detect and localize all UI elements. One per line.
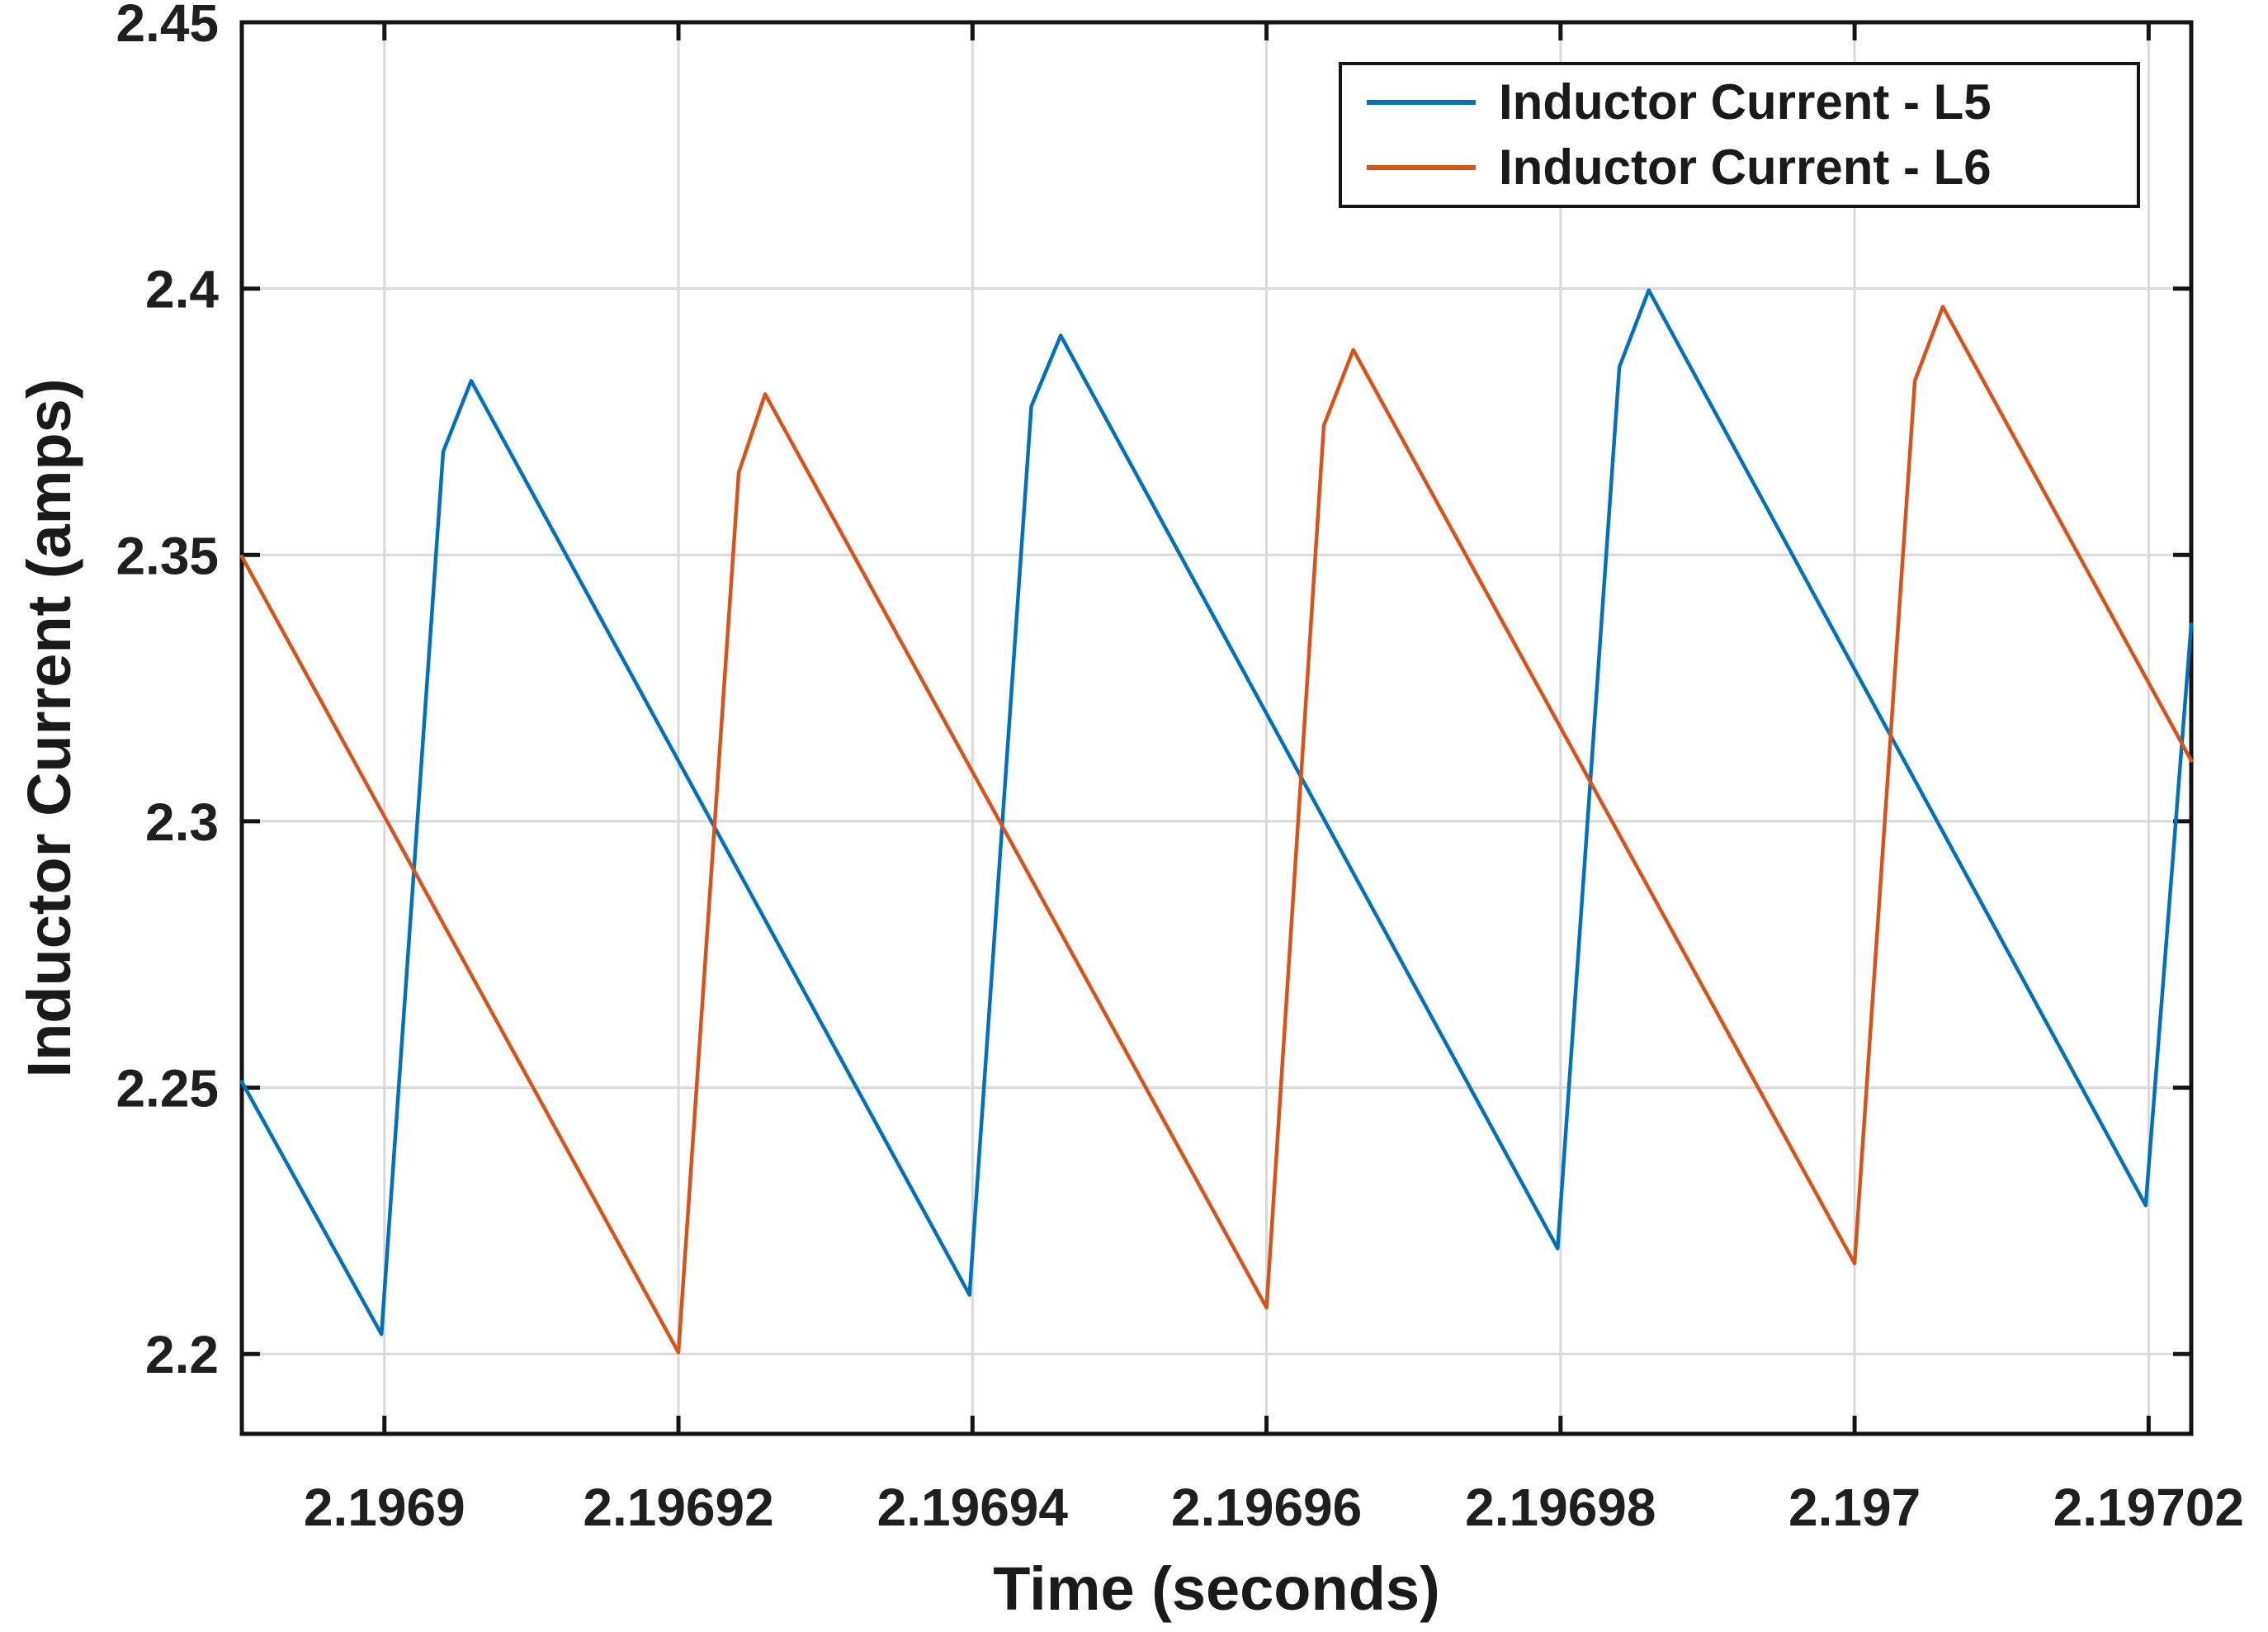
x-tick-label: 2.19694 (877, 1478, 1069, 1537)
legend-line-sample-l6 (1367, 164, 1476, 170)
y-tick-label: 2.45 (116, 0, 219, 53)
axes-box (239, 20, 2194, 1436)
y-tick-label: 2.35 (116, 526, 219, 585)
series-line-l5 (239, 288, 2194, 1336)
y-tick-label: 2.3 (145, 792, 219, 852)
tick-label-layer: 2.1969 2.19692 2.19694 2.19696 2.19698 2.197 2… (116, 0, 2244, 1537)
series-line-l6 (239, 305, 2194, 1355)
x-axis-label: Time (seconds) (993, 1554, 1439, 1623)
legend-label-l6: Inductor Current - L6 (1499, 139, 1992, 195)
x-tick-label: 2.19698 (1465, 1478, 1656, 1537)
y-axis-label: Inductor Current (amps) (15, 379, 83, 1078)
legend-entry-l6: Inductor Current - L6 (1342, 139, 2137, 195)
legend: Inductor Current - L5 Inductor Current -… (1339, 62, 2140, 208)
x-tick-label: 2.19696 (1171, 1478, 1362, 1537)
axis-layer (239, 20, 2194, 1436)
y-tick-label: 2.4 (145, 260, 219, 319)
x-tick-label: 2.1969 (304, 1478, 465, 1537)
y-tick-label: 2.2 (145, 1325, 219, 1384)
legend-label-l5: Inductor Current - L5 (1499, 74, 1992, 130)
x-tick-label: 2.197 (1788, 1478, 1921, 1537)
x-tick-label: 2.19702 (2053, 1478, 2244, 1537)
legend-line-sample-l5 (1367, 100, 1476, 106)
y-tick-label: 2.25 (116, 1059, 219, 1119)
legend-entry-l5: Inductor Current - L5 (1342, 78, 2137, 127)
grid-layer (242, 21, 2191, 1434)
series-layer (239, 288, 2194, 1355)
x-tick-label: 2.19692 (583, 1478, 773, 1537)
